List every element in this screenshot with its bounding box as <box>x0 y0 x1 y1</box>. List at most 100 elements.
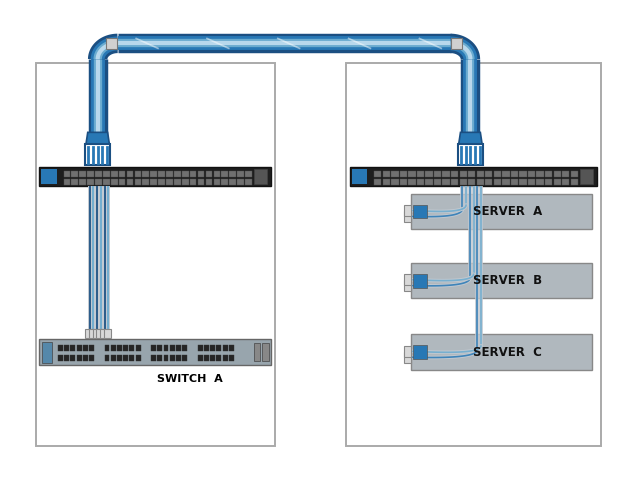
FancyBboxPatch shape <box>485 179 492 185</box>
FancyBboxPatch shape <box>537 179 544 185</box>
Text: SERVER  B: SERVER B <box>473 274 542 287</box>
FancyBboxPatch shape <box>198 345 203 351</box>
FancyBboxPatch shape <box>458 144 483 165</box>
FancyBboxPatch shape <box>103 179 110 185</box>
FancyBboxPatch shape <box>237 171 244 177</box>
Text: SERVER  C: SERVER C <box>473 346 542 359</box>
FancyBboxPatch shape <box>391 179 399 185</box>
FancyBboxPatch shape <box>174 179 181 185</box>
FancyBboxPatch shape <box>89 355 94 361</box>
FancyBboxPatch shape <box>442 179 450 185</box>
FancyBboxPatch shape <box>411 194 592 229</box>
FancyBboxPatch shape <box>442 171 450 177</box>
FancyBboxPatch shape <box>135 345 140 351</box>
FancyBboxPatch shape <box>417 179 424 185</box>
FancyBboxPatch shape <box>39 167 271 186</box>
FancyBboxPatch shape <box>229 179 236 185</box>
Text: SERVER  A: SERVER A <box>473 205 542 218</box>
FancyBboxPatch shape <box>223 355 228 361</box>
Polygon shape <box>459 132 482 145</box>
FancyBboxPatch shape <box>217 355 222 361</box>
FancyBboxPatch shape <box>223 345 228 351</box>
FancyBboxPatch shape <box>413 204 427 218</box>
FancyBboxPatch shape <box>58 355 63 361</box>
FancyBboxPatch shape <box>426 179 432 185</box>
FancyBboxPatch shape <box>182 179 188 185</box>
FancyBboxPatch shape <box>89 329 97 338</box>
FancyBboxPatch shape <box>570 171 578 177</box>
FancyBboxPatch shape <box>123 345 128 351</box>
FancyBboxPatch shape <box>417 171 424 177</box>
FancyBboxPatch shape <box>182 355 187 361</box>
FancyBboxPatch shape <box>459 171 467 177</box>
FancyBboxPatch shape <box>64 345 69 351</box>
FancyBboxPatch shape <box>71 345 76 351</box>
FancyBboxPatch shape <box>166 179 173 185</box>
FancyBboxPatch shape <box>374 171 381 177</box>
FancyBboxPatch shape <box>176 345 181 351</box>
FancyBboxPatch shape <box>206 171 212 177</box>
FancyBboxPatch shape <box>206 179 212 185</box>
FancyBboxPatch shape <box>163 355 168 361</box>
FancyBboxPatch shape <box>39 339 271 365</box>
FancyBboxPatch shape <box>528 179 535 185</box>
FancyBboxPatch shape <box>391 171 399 177</box>
FancyBboxPatch shape <box>71 171 78 177</box>
FancyBboxPatch shape <box>105 38 117 49</box>
FancyBboxPatch shape <box>100 329 107 338</box>
FancyBboxPatch shape <box>411 334 592 370</box>
FancyBboxPatch shape <box>404 346 411 357</box>
FancyBboxPatch shape <box>170 345 175 351</box>
FancyBboxPatch shape <box>350 167 597 186</box>
FancyBboxPatch shape <box>64 179 70 185</box>
FancyBboxPatch shape <box>104 355 109 361</box>
FancyBboxPatch shape <box>85 144 110 165</box>
FancyBboxPatch shape <box>408 171 416 177</box>
FancyBboxPatch shape <box>198 179 205 185</box>
FancyBboxPatch shape <box>528 171 535 177</box>
FancyBboxPatch shape <box>127 179 134 185</box>
FancyBboxPatch shape <box>511 171 518 177</box>
FancyBboxPatch shape <box>110 345 115 351</box>
FancyBboxPatch shape <box>157 355 162 361</box>
FancyBboxPatch shape <box>198 355 203 361</box>
FancyBboxPatch shape <box>71 355 76 361</box>
FancyBboxPatch shape <box>158 171 165 177</box>
FancyBboxPatch shape <box>104 329 111 338</box>
FancyBboxPatch shape <box>119 171 125 177</box>
Text: SWITCH  A: SWITCH A <box>157 374 223 384</box>
FancyBboxPatch shape <box>404 205 411 216</box>
FancyBboxPatch shape <box>562 179 569 185</box>
FancyBboxPatch shape <box>562 171 569 177</box>
FancyBboxPatch shape <box>245 179 251 185</box>
FancyBboxPatch shape <box>123 355 128 361</box>
FancyBboxPatch shape <box>127 171 134 177</box>
FancyBboxPatch shape <box>103 171 110 177</box>
FancyBboxPatch shape <box>170 355 175 361</box>
FancyBboxPatch shape <box>404 274 411 285</box>
FancyBboxPatch shape <box>404 352 411 363</box>
FancyBboxPatch shape <box>204 355 209 361</box>
FancyBboxPatch shape <box>87 171 94 177</box>
FancyBboxPatch shape <box>229 171 236 177</box>
FancyBboxPatch shape <box>434 179 441 185</box>
FancyBboxPatch shape <box>253 343 260 361</box>
FancyBboxPatch shape <box>383 171 390 177</box>
FancyBboxPatch shape <box>142 171 149 177</box>
FancyBboxPatch shape <box>157 345 162 351</box>
FancyBboxPatch shape <box>77 345 82 351</box>
FancyBboxPatch shape <box>87 179 94 185</box>
FancyBboxPatch shape <box>163 345 168 351</box>
FancyBboxPatch shape <box>408 179 416 185</box>
FancyBboxPatch shape <box>580 169 593 184</box>
FancyBboxPatch shape <box>459 179 467 185</box>
FancyBboxPatch shape <box>451 38 462 49</box>
FancyBboxPatch shape <box>95 171 102 177</box>
FancyBboxPatch shape <box>97 329 104 338</box>
FancyBboxPatch shape <box>570 179 578 185</box>
FancyBboxPatch shape <box>119 179 125 185</box>
FancyBboxPatch shape <box>511 179 518 185</box>
FancyBboxPatch shape <box>104 345 109 351</box>
FancyBboxPatch shape <box>77 355 82 361</box>
FancyBboxPatch shape <box>400 171 407 177</box>
